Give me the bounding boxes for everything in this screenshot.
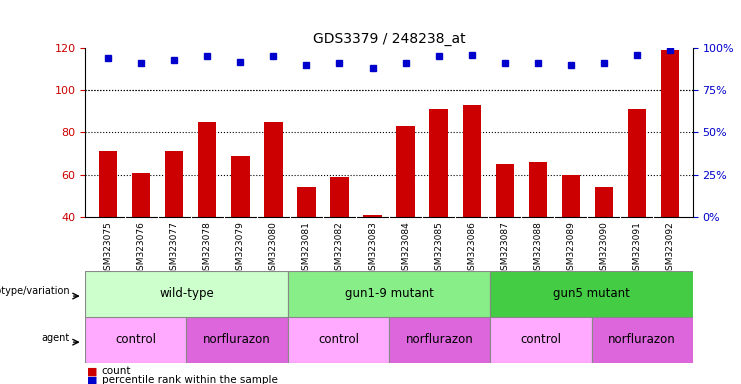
Text: GSM323081: GSM323081: [302, 221, 311, 276]
Bar: [165, 152, 184, 301]
Text: GSM323078: GSM323078: [203, 221, 212, 276]
Text: GSM323079: GSM323079: [236, 221, 245, 276]
Text: GSM323086: GSM323086: [467, 221, 476, 276]
Text: GSM323087: GSM323087: [500, 221, 509, 276]
Bar: [99, 152, 117, 301]
Bar: [330, 177, 348, 301]
Bar: [85, 271, 288, 317]
Bar: [396, 126, 415, 301]
Text: genotype/variation: genotype/variation: [0, 286, 70, 296]
Text: GSM323085: GSM323085: [434, 221, 443, 276]
Text: norflurazon: norflurazon: [608, 333, 676, 346]
Bar: [591, 317, 693, 363]
Text: wild-type: wild-type: [159, 287, 214, 300]
Bar: [85, 317, 187, 363]
Bar: [496, 164, 514, 301]
Text: ■: ■: [87, 366, 97, 376]
Bar: [297, 187, 316, 301]
Bar: [265, 122, 282, 301]
Text: GSM323080: GSM323080: [269, 221, 278, 276]
Bar: [528, 162, 547, 301]
Text: GSM323091: GSM323091: [632, 221, 641, 276]
Bar: [288, 317, 389, 363]
Bar: [199, 122, 216, 301]
Bar: [491, 317, 591, 363]
Bar: [562, 175, 579, 301]
Text: GSM323083: GSM323083: [368, 221, 377, 276]
Text: ■: ■: [87, 375, 97, 384]
Text: GSM323076: GSM323076: [137, 221, 146, 276]
Bar: [462, 105, 481, 301]
Bar: [491, 271, 693, 317]
Bar: [628, 109, 645, 301]
Text: count: count: [102, 366, 131, 376]
Text: GSM323082: GSM323082: [335, 221, 344, 276]
Bar: [389, 317, 491, 363]
Text: GSM323088: GSM323088: [533, 221, 542, 276]
Text: GSM323089: GSM323089: [566, 221, 575, 276]
Bar: [231, 156, 250, 301]
Bar: [363, 215, 382, 301]
Text: agent: agent: [41, 333, 70, 343]
Text: control: control: [116, 333, 156, 346]
Bar: [430, 109, 448, 301]
Text: gun5 mutant: gun5 mutant: [553, 287, 630, 300]
Bar: [187, 317, 288, 363]
Text: GSM323090: GSM323090: [599, 221, 608, 276]
Bar: [288, 271, 491, 317]
Text: control: control: [318, 333, 359, 346]
Text: norflurazon: norflurazon: [406, 333, 473, 346]
Title: GDS3379 / 248238_at: GDS3379 / 248238_at: [313, 31, 465, 46]
Text: control: control: [520, 333, 562, 346]
Text: GSM323084: GSM323084: [401, 221, 410, 276]
Bar: [594, 187, 613, 301]
Bar: [133, 173, 150, 301]
Text: GSM323092: GSM323092: [665, 221, 674, 276]
Bar: [661, 50, 679, 301]
Text: GSM323077: GSM323077: [170, 221, 179, 276]
Text: norflurazon: norflurazon: [203, 333, 271, 346]
Text: percentile rank within the sample: percentile rank within the sample: [102, 375, 277, 384]
Text: GSM323075: GSM323075: [104, 221, 113, 276]
Text: gun1-9 mutant: gun1-9 mutant: [345, 287, 433, 300]
